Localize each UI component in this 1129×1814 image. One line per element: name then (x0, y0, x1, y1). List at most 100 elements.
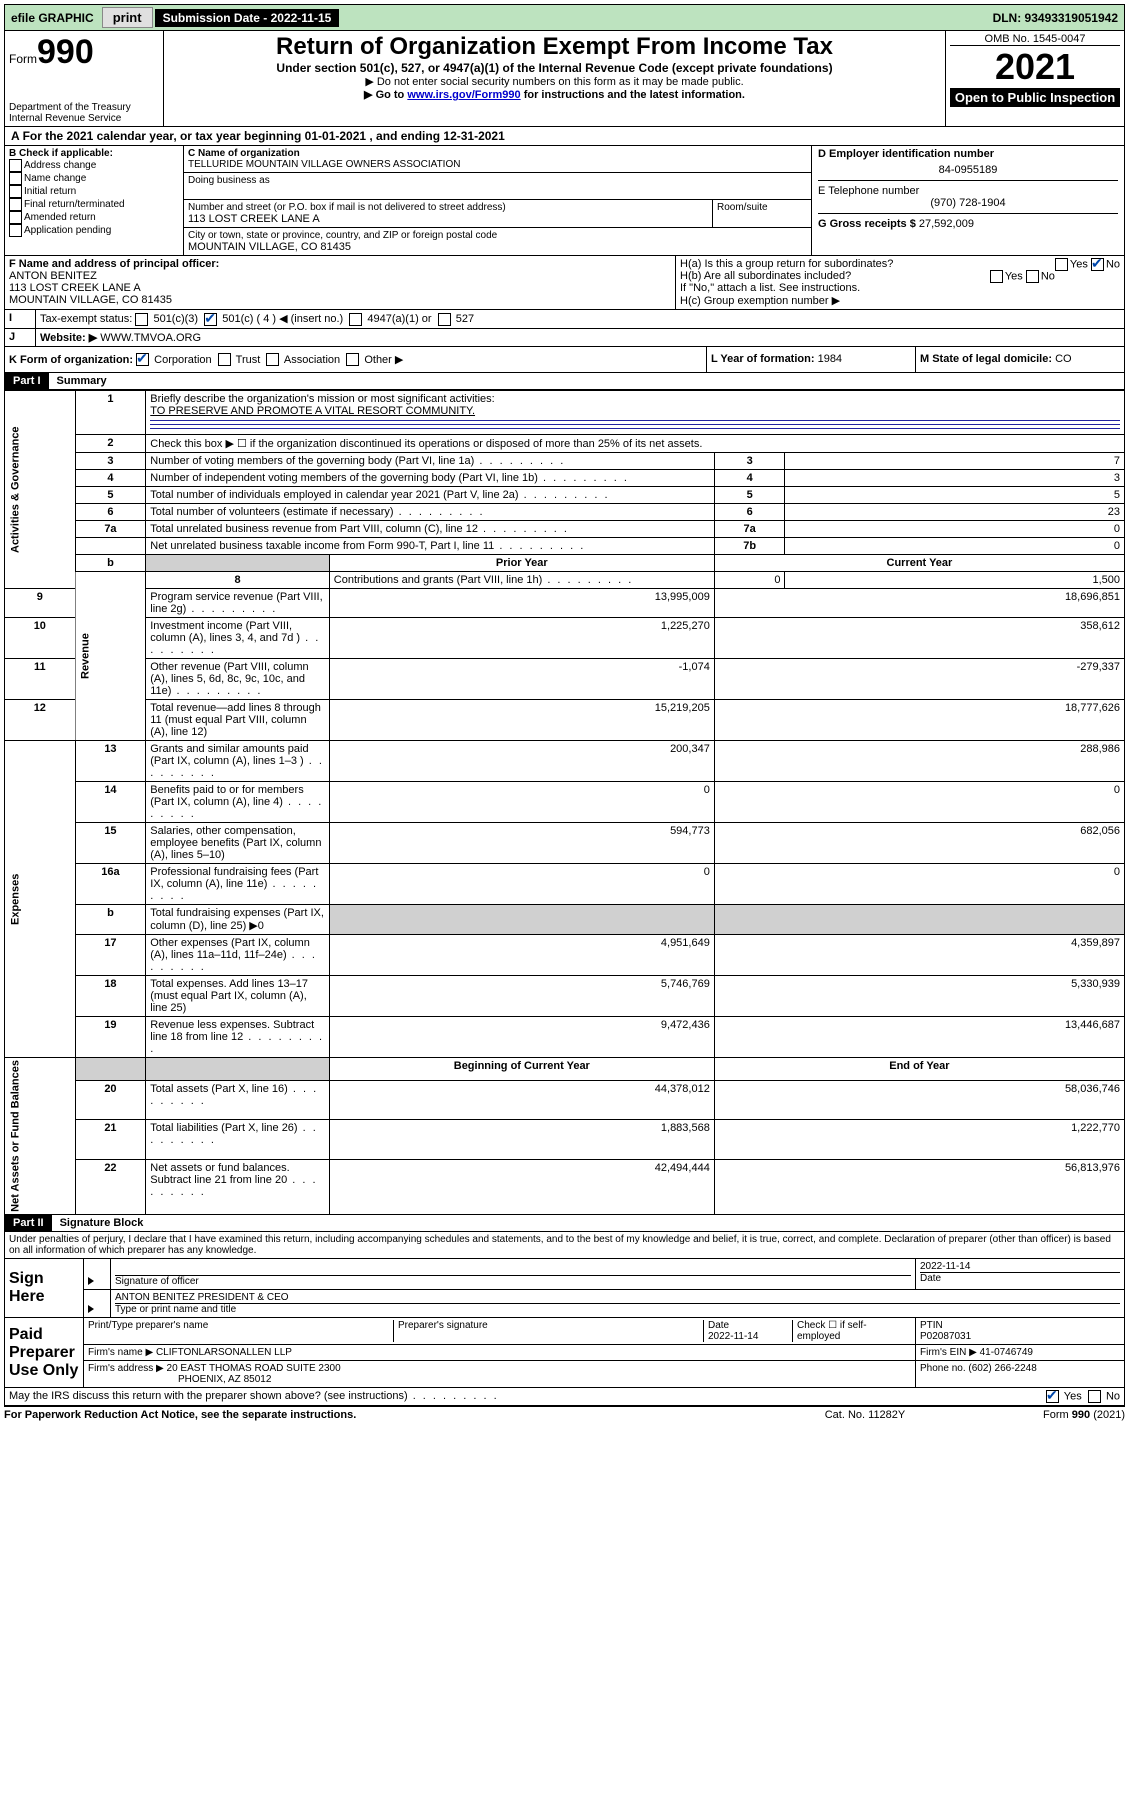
r22-cy: 56,813,976 (714, 1159, 1124, 1214)
officer-addr1: 113 LOST CREEK LANE A (9, 282, 141, 294)
chk-501c[interactable] (204, 313, 217, 326)
r7a-t: Total unrelated business revenue from Pa… (150, 523, 478, 535)
b-label: B Check if applicable: (9, 148, 179, 159)
g-label: G Gross receipts $ (818, 218, 916, 230)
chk-initial-return[interactable] (9, 185, 22, 198)
r7b-t: Net unrelated business taxable income fr… (150, 540, 494, 552)
chk-trust[interactable] (218, 353, 231, 366)
tax-exempt-row: Tax-exempt status: 501(c)(3) 501(c) ( 4 … (36, 310, 1124, 328)
j-label: Website: ▶ (40, 332, 97, 344)
k-corp: Corporation (154, 354, 211, 366)
instr-2: ▶ Go to www.irs.gov/Form990 for instruct… (168, 88, 941, 101)
r8-cy: 1,500 (785, 572, 1125, 589)
chk-other[interactable] (346, 353, 359, 366)
firm-phone: (602) 266-2248 (968, 1363, 1036, 1374)
signature-table: Sign Here Signature of officer 2022-11-1… (4, 1258, 1125, 1388)
r17-py: 4,951,649 (329, 935, 714, 976)
chk-501c3[interactable] (135, 313, 148, 326)
ha-label: H(a) Is this a group return for subordin… (680, 258, 893, 270)
r9-n: 9 (5, 589, 76, 618)
r6-box: 6 (714, 504, 785, 521)
r19-py: 9,472,436 (329, 1017, 714, 1058)
may-no: No (1106, 1390, 1120, 1402)
r16a-cy: 0 (714, 864, 1124, 905)
h-no-note: If "No," attach a list. See instructions… (680, 282, 1120, 294)
r11-n: 11 (5, 659, 76, 700)
k-other: Other ▶ (364, 354, 403, 366)
open-public: Open to Public Inspection (950, 88, 1120, 107)
irs-link[interactable]: www.irs.gov/Form990 (407, 89, 520, 101)
form-foot-num: 990 (1072, 1409, 1090, 1421)
i-4947: 4947(a)(1) or (367, 313, 431, 325)
domicile-state: CO (1055, 353, 1072, 365)
year-formation: 1984 (818, 353, 842, 365)
dln-label: DLN: 93493319051942 (993, 11, 1124, 25)
k-assoc: Association (284, 354, 340, 366)
r3-v: 7 (785, 453, 1125, 470)
org-name: TELLURIDE MOUNTAIN VILLAGE OWNERS ASSOCI… (188, 159, 807, 170)
r18-py: 5,746,769 (329, 976, 714, 1017)
firm-name: CLIFTONLARSONALLEN LLP (156, 1347, 292, 1358)
hb-label: H(b) Are all subordinates included? (680, 270, 851, 282)
r16a-py: 0 (329, 864, 714, 905)
r13-cy: 288,986 (714, 741, 1124, 782)
chk-amended-return[interactable] (9, 211, 22, 224)
l1-label: Briefly describe the organization's miss… (150, 393, 494, 405)
chk-may-no[interactable] (1088, 1390, 1101, 1403)
yes-1: Yes (1070, 258, 1088, 270)
tax-year-line: A For the 2021 calendar year, or tax yea… (5, 127, 1124, 146)
r20-t: Total assets (Part X, line 16) (150, 1083, 288, 1095)
e-label: E Telephone number (818, 185, 1118, 197)
hc-label: H(c) Group exemption number ▶ (680, 294, 1120, 307)
r22-py: 42,494,444 (329, 1159, 714, 1214)
chk-name-change[interactable] (9, 172, 22, 185)
i-501c: 501(c) ( 4 ) ◀ (insert no.) (222, 313, 343, 325)
r3-box: 3 (714, 453, 785, 470)
r16b-t: Total fundraising expenses (Part IX, col… (146, 905, 330, 935)
r18-t: Total expenses. Add lines 13–17 (must eq… (150, 978, 308, 1014)
chk-ha-no[interactable] (1091, 258, 1104, 271)
chk-address-change[interactable] (9, 159, 22, 172)
form-subtitle: Under section 501(c), 527, or 4947(a)(1)… (168, 61, 941, 75)
chk-hb-yes[interactable] (990, 270, 1003, 283)
r6-n: 6 (75, 504, 146, 521)
dept-label: Department of the Treasury (9, 102, 159, 113)
chk-may-yes[interactable] (1046, 1390, 1059, 1403)
print-button[interactable]: print (102, 7, 153, 28)
chk-527[interactable] (438, 313, 451, 326)
chk-hb-no[interactable] (1026, 270, 1039, 283)
pp-check: Check ☐ if self-employed (793, 1320, 911, 1342)
i-label: Tax-exempt status: (40, 313, 132, 325)
chk-ha-yes[interactable] (1055, 258, 1068, 271)
k-row: K Form of organization: Corporation Trus… (5, 347, 706, 373)
r19-cy: 13,446,687 (714, 1017, 1124, 1058)
r16a-t: Professional fundraising fees (Part IX, … (150, 866, 318, 890)
r12-cy: 18,777,626 (714, 700, 1124, 741)
b-item-0: Address change (24, 160, 96, 171)
city-value: MOUNTAIN VILLAGE, CO 81435 (188, 241, 807, 253)
form-title: Return of Organization Exempt From Incom… (168, 33, 941, 61)
j-letter: J (5, 329, 36, 346)
side-activities: Activities & Governance (5, 391, 76, 589)
officer-addr2: MOUNTAIN VILLAGE, CO 81435 (9, 294, 172, 306)
chk-final-return[interactable] (9, 198, 22, 211)
r17-n: 17 (75, 935, 146, 976)
r7a-box: 7a (714, 521, 785, 538)
r5-v: 5 (785, 487, 1125, 504)
chk-assoc[interactable] (266, 353, 279, 366)
r10-t: Investment income (Part VIII, column (A)… (150, 620, 300, 644)
room-label: Room/suite (717, 202, 807, 213)
form-number: 990 (37, 33, 94, 71)
chk-corp[interactable] (136, 353, 149, 366)
chk-application-pending[interactable] (9, 224, 22, 237)
l2-text: Check this box ▶ ☐ if the organization d… (146, 435, 1125, 453)
r14-t: Benefits paid to or for members (Part IX… (150, 784, 303, 808)
chk-4947[interactable] (349, 313, 362, 326)
r5-n: 5 (75, 487, 146, 504)
r11-t: Other revenue (Part VIII, column (A), li… (150, 661, 308, 697)
website-row: Website: ▶ WWW.TMVOA.ORG (36, 329, 1124, 346)
part2-title: Signature Block (52, 1215, 152, 1231)
sig-date-value: 2022-11-14 (920, 1261, 1120, 1273)
r21-n: 21 (75, 1120, 146, 1159)
r7a-n: 7a (75, 521, 146, 538)
